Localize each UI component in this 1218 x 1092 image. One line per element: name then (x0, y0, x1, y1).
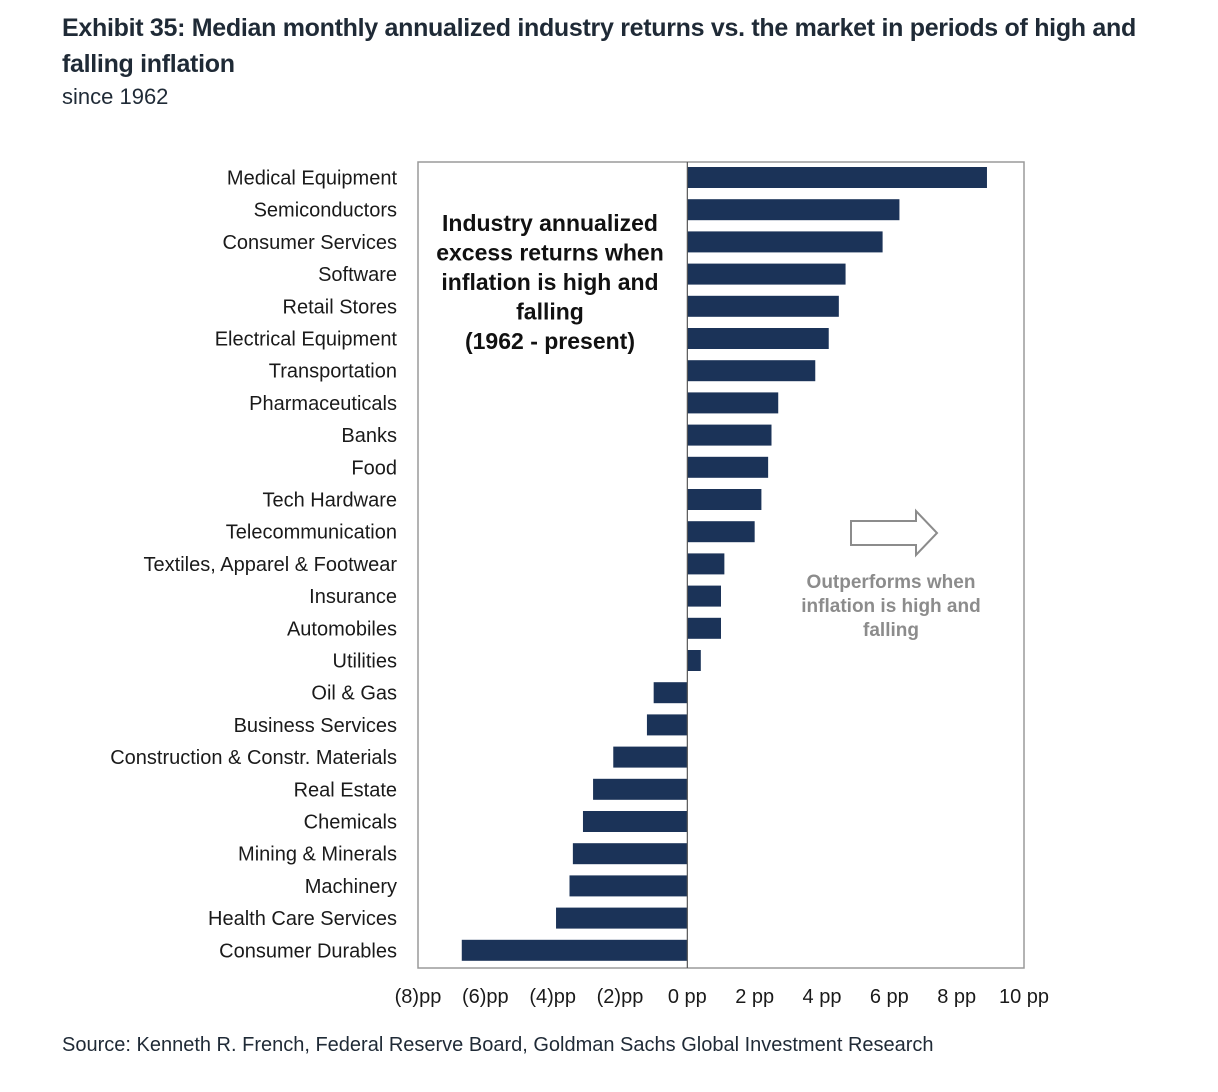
category-label: Tech Hardware (262, 490, 397, 512)
bars-layer (461, 167, 987, 961)
bar (556, 907, 688, 929)
category-label: Medical Equipment (227, 168, 398, 190)
bar (687, 263, 846, 285)
bar (687, 617, 721, 639)
category-label: Electrical Equipment (215, 329, 398, 351)
annotation-line: falling (863, 620, 919, 641)
bar (593, 778, 688, 800)
x-tick-label: (2)pp (597, 986, 644, 1008)
x-tick-label: 8 pp (937, 986, 976, 1008)
category-label: Textiles, Apparel & Footwear (144, 554, 398, 576)
category-label: Automobiles (287, 618, 397, 640)
x-tick-label: 4 pp (803, 986, 842, 1008)
x-tick-label: (4)pp (529, 986, 576, 1008)
bar (569, 875, 688, 897)
bar (687, 199, 900, 221)
bar (653, 682, 688, 704)
category-label: Software (318, 264, 397, 286)
x-tick-label: 0 pp (668, 986, 707, 1008)
bar (572, 843, 688, 865)
x-tick-label: (6)pp (462, 986, 509, 1008)
bar (582, 811, 688, 832)
x-tick-label: 10 pp (999, 986, 1049, 1008)
exhibit-subtitle: since 1962 (62, 84, 169, 109)
bar (687, 328, 829, 349)
bar (461, 939, 688, 961)
category-label: Oil & Gas (311, 683, 397, 705)
source-note: Source: Kenneth R. French, Federal Reser… (62, 1034, 934, 1056)
category-label: Transportation (269, 361, 397, 383)
annotation-line: Outperforms when (807, 572, 976, 593)
category-label: Pharmaceuticals (249, 393, 397, 415)
inner-title-line: excess returns when (436, 240, 664, 266)
bar (687, 521, 755, 543)
right-arrow-icon (850, 508, 939, 558)
category-label: Consumer Services (222, 232, 397, 254)
category-label: Retail Stores (283, 296, 398, 318)
category-label: Construction & Constr. Materials (110, 747, 397, 769)
category-label: Real Estate (294, 779, 397, 801)
inner-title-line: (1962 - present) (465, 328, 635, 354)
bar (687, 360, 816, 382)
exhibit-title: Exhibit 35: Median monthly annualized in… (62, 14, 1136, 78)
bar (613, 746, 688, 768)
outperforms-annotation: Outperforms when inflation is high and fal… (801, 508, 981, 641)
category-label: Machinery (305, 876, 397, 898)
bar (687, 424, 772, 446)
x-tick-label: 6 pp (870, 986, 909, 1008)
bar (687, 650, 701, 671)
inner-title-line: inflation is high and (441, 269, 658, 295)
bar (687, 231, 883, 253)
bar (646, 714, 688, 736)
annotation-line: inflation is high and (801, 596, 980, 617)
plot-frame (417, 161, 1025, 969)
bar (687, 295, 839, 317)
bar (687, 167, 987, 188)
inner-chart-title: Industry annualized excess returns when in… (436, 210, 664, 354)
inner-title-line: Industry annualized (442, 210, 658, 236)
inner-title-line: falling (516, 299, 584, 325)
x-tick-label: (8)pp (395, 986, 442, 1008)
category-label: Banks (341, 425, 397, 447)
category-label: Utilities (333, 651, 397, 673)
x-tick-label: 2 pp (735, 986, 774, 1008)
bar (687, 456, 769, 478)
category-label: Chemicals (304, 812, 397, 834)
bar (687, 489, 762, 510)
category-label: Consumer Durables (219, 940, 397, 962)
category-label: Business Services (234, 715, 397, 737)
bar (687, 553, 725, 575)
bar (687, 392, 779, 414)
category-label: Insurance (309, 586, 397, 608)
x-tick-labels: (8)pp (6)pp (4)pp (2)pp 0 pp 2 pp 4 pp 6 pp 8 pp… (395, 986, 1049, 1008)
category-label: Semiconductors (254, 200, 397, 222)
category-label: Telecommunication (226, 522, 397, 544)
category-label: Mining & Minerals (238, 844, 397, 866)
category-label: Food (351, 457, 397, 479)
bar (687, 585, 721, 607)
category-labels: Medical Equipment Semiconductors Consumer … (110, 168, 397, 963)
category-label: Health Care Services (208, 908, 397, 930)
